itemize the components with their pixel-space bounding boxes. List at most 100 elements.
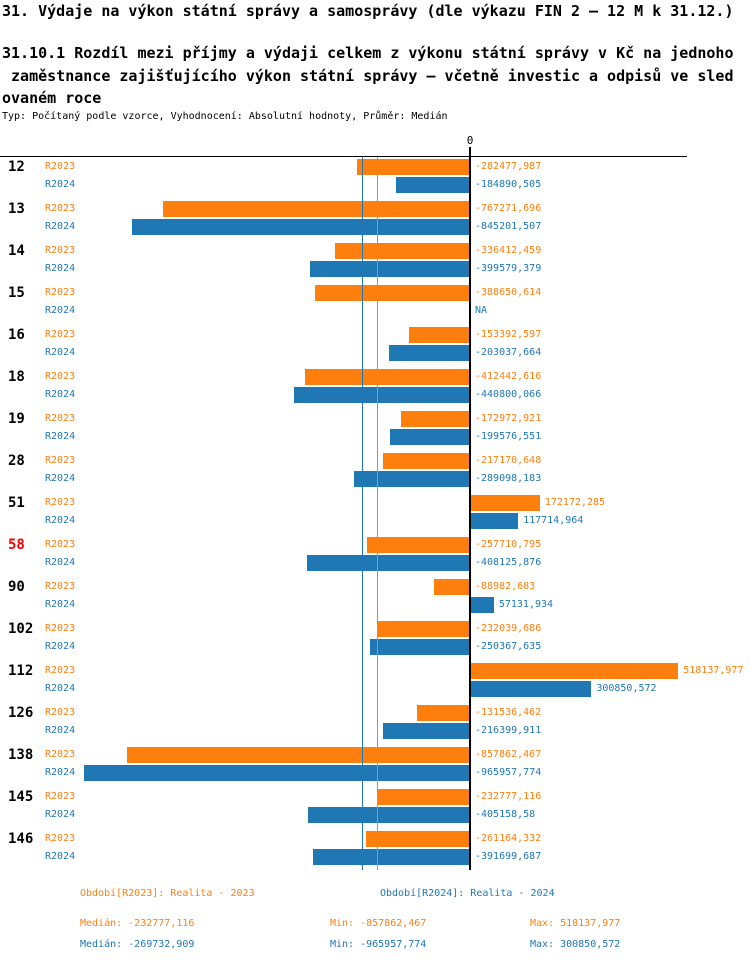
bar-r2024 — [307, 807, 470, 823]
top-axis-line — [0, 156, 687, 157]
category-label: 58 — [8, 537, 25, 553]
legend-r2024: Období[R2024]: Realita - 2024 — [380, 888, 555, 899]
category-group-28: 28 R2023 -217170,648 R2024 -289098,183 — [0, 452, 750, 494]
series-row-label-r2024: R2024 — [45, 767, 76, 778]
bar-r2023 — [126, 747, 470, 763]
series-row-label-r2023: R2023 — [45, 161, 76, 172]
category-group-13: 13 R2023 -767271,696 R2024 -845201,507 — [0, 200, 750, 242]
value-label-r2024: 57131,934 — [498, 599, 554, 610]
bar-r2024 — [131, 219, 470, 235]
category-group-138: 138 R2023 -857862,467 R2024 -965957,774 — [0, 746, 750, 788]
value-label-r2023: -153392,597 — [475, 329, 542, 340]
series-row-label-r2024: R2024 — [45, 641, 76, 652]
category-label: 18 — [8, 369, 25, 385]
bar-r2024 — [354, 471, 470, 487]
median-line-r2024 — [362, 157, 363, 870]
value-label-r2023: -857862,467 — [475, 749, 542, 760]
bar-r2023 — [408, 327, 470, 343]
value-label-r2023: -282477,987 — [475, 161, 542, 172]
bar-r2024 — [310, 261, 470, 277]
chart-subtitle-line-1: 31.10.1 Rozdíl mezi příjmy a výdaji celk… — [2, 44, 734, 62]
series-row-label-r2023: R2023 — [45, 749, 76, 760]
bar-r2024 — [396, 177, 470, 193]
value-label-r2024: -391699,687 — [475, 851, 542, 862]
bar-r2023 — [434, 579, 470, 595]
bar-r2023 — [377, 621, 470, 637]
series-row-label-r2023: R2023 — [45, 455, 76, 466]
category-group-102: 102 R2023 -232039,686 R2024 -250367,635 — [0, 620, 750, 662]
stat-median-r2024: Medián: -269732,909 — [80, 939, 195, 950]
bar-r2024 — [471, 513, 519, 529]
value-label-r2023: -88982,683 — [475, 581, 536, 592]
series-row-label-r2023: R2023 — [45, 707, 76, 718]
category-group-58: 58 R2023 -257710,795 R2024 -408125,876 — [0, 536, 750, 578]
category-label: 138 — [8, 747, 34, 763]
category-group-19: 19 R2023 -172972,921 R2024 -199576,551 — [0, 410, 750, 452]
series-row-label-r2024: R2024 — [45, 473, 76, 484]
bar-r2024 — [471, 597, 494, 613]
bar-r2024 — [306, 555, 470, 571]
bar-r2024 — [471, 681, 592, 697]
value-label-r2023: -131536,462 — [475, 707, 542, 718]
bar-r2023 — [417, 705, 470, 721]
series-row-label-r2024: R2024 — [45, 809, 76, 820]
series-row-label-r2023: R2023 — [45, 581, 76, 592]
series-row-label-r2023: R2023 — [45, 287, 76, 298]
value-label-r2024: -289098,183 — [475, 473, 542, 484]
value-label-r2024: -399579,379 — [475, 263, 542, 274]
value-label-r2023: -261164,332 — [475, 833, 542, 844]
series-row-label-r2023: R2023 — [45, 497, 76, 508]
bar-r2024 — [293, 387, 470, 403]
series-row-label-r2023: R2023 — [45, 413, 76, 424]
bar-r2023 — [471, 495, 540, 511]
series-row-label-r2024: R2024 — [45, 557, 76, 568]
category-label: 16 — [8, 327, 25, 343]
value-label-r2024: -440800,066 — [475, 389, 542, 400]
category-group-126: 126 R2023 -131536,462 R2024 -216399,911 — [0, 704, 750, 746]
category-group-145: 145 R2023 -232777,116 R2024 -405158,58 — [0, 788, 750, 830]
category-label: 51 — [8, 495, 25, 511]
value-label-r2023: -336412,459 — [475, 245, 542, 256]
value-label-r2023: -172972,921 — [475, 413, 542, 424]
zero-tick-label: 0 — [466, 134, 474, 147]
stat-max-r2024: Max: 300850,572 — [530, 939, 621, 950]
category-label: 12 — [8, 159, 25, 175]
bar-r2023 — [366, 537, 470, 553]
bar-r2023 — [163, 201, 470, 217]
series-row-label-r2024: R2024 — [45, 263, 76, 274]
value-label-r2023: -217170,648 — [475, 455, 542, 466]
category-group-18: 18 R2023 -412442,616 R2024 -440800,066 — [0, 368, 750, 410]
series-row-label-r2023: R2023 — [45, 665, 76, 676]
series-row-label-r2024: R2024 — [45, 305, 76, 316]
median-line-r2023 — [377, 157, 378, 870]
category-group-90: 90 R2023 -88982,683 R2024 57131,934 — [0, 578, 750, 620]
zero-axis-line — [469, 147, 471, 870]
value-label-r2024: -845201,507 — [475, 221, 542, 232]
series-row-label-r2023: R2023 — [45, 203, 76, 214]
bar-r2023 — [376, 789, 470, 805]
series-row-label-r2024: R2024 — [45, 683, 76, 694]
series-row-label-r2023: R2023 — [45, 623, 76, 634]
category-label: 102 — [8, 621, 34, 637]
series-row-label-r2023: R2023 — [45, 791, 76, 802]
value-label-r2023: 172172,285 — [544, 497, 606, 508]
series-row-label-r2023: R2023 — [45, 539, 76, 550]
bar-r2023 — [335, 243, 470, 259]
value-label-r2024: -203037,664 — [475, 347, 542, 358]
category-label: 14 — [8, 243, 25, 259]
category-label: 13 — [8, 201, 25, 217]
bar-r2023 — [314, 285, 470, 301]
value-label-r2024: -965957,774 — [475, 767, 542, 778]
chart-subtitle-line-3: ovaném roce — [2, 89, 102, 107]
series-row-label-r2023: R2023 — [45, 245, 76, 256]
value-label-r2024: -216399,911 — [475, 725, 542, 736]
series-row-label-r2024: R2024 — [45, 221, 76, 232]
value-label-r2023: -232039,686 — [475, 623, 542, 634]
chart-meta: Typ: Počítaný podle vzorce, Vyhodnocení:… — [2, 111, 448, 122]
category-label: 90 — [8, 579, 25, 595]
stat-max-r2023: Max: 518137,977 — [530, 918, 621, 929]
value-label-r2023: -257710,795 — [475, 539, 542, 550]
value-label-r2024: NA — [475, 305, 488, 316]
series-row-label-r2024: R2024 — [45, 179, 76, 190]
